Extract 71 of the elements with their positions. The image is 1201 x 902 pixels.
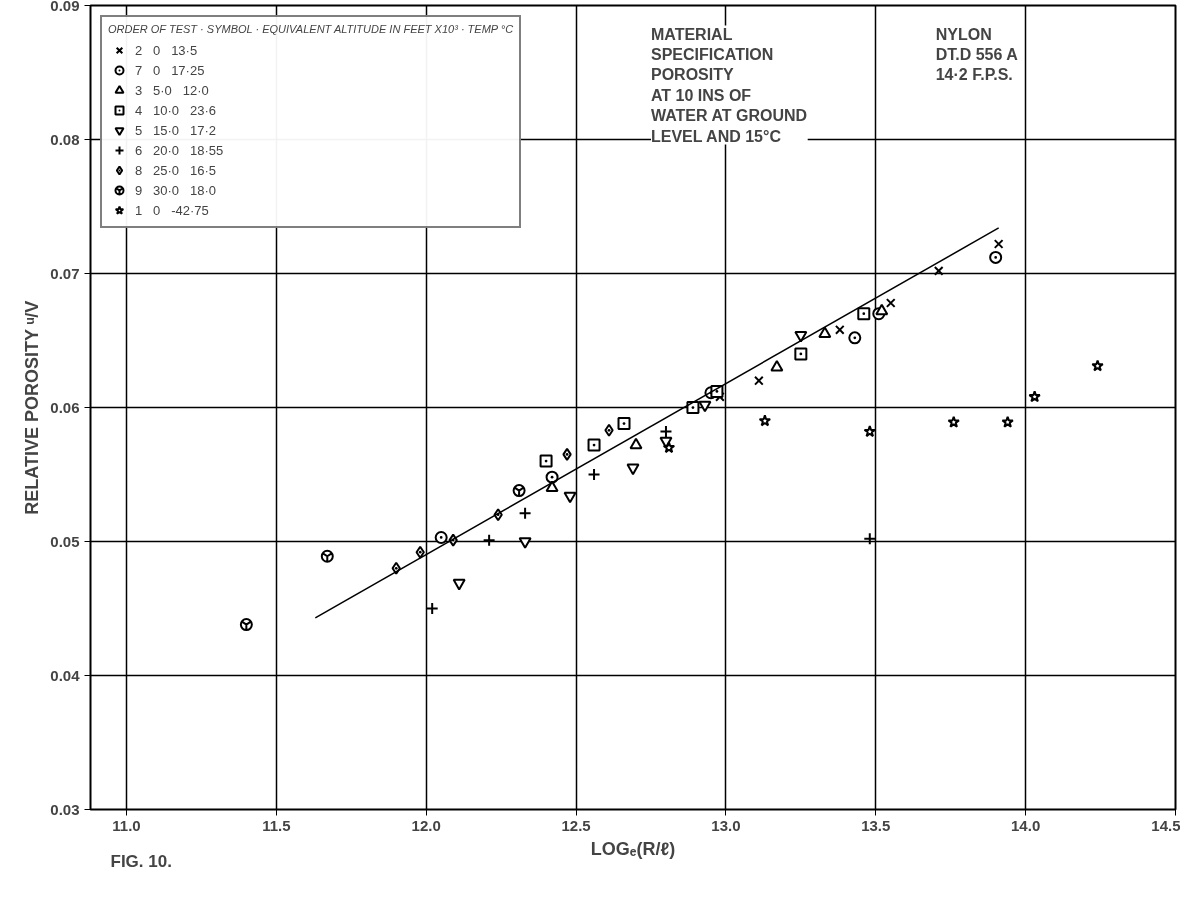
point <box>686 401 700 414</box>
annotation: MATERIAL SPECIFICATION POROSITY AT 10 INS OF WATER AT GROUND LEVEL AND 15°C <box>650 25 808 145</box>
point <box>617 417 631 431</box>
point <box>587 438 601 452</box>
point <box>933 265 944 276</box>
point <box>545 480 559 493</box>
point <box>1091 359 1104 372</box>
legend-label: 4 10·0 23·6 <box>135 102 216 118</box>
point <box>434 530 448 544</box>
point <box>604 423 614 437</box>
point <box>415 545 425 559</box>
x-tick-label: 13.5 <box>861 816 891 834</box>
point <box>947 415 960 428</box>
x-tick-label: 12.0 <box>411 816 441 834</box>
x-tick-label: 12.5 <box>561 816 591 834</box>
point <box>1028 390 1041 403</box>
x-tick-label: 11.0 <box>112 816 141 834</box>
point <box>452 578 466 591</box>
legend-title: ORDER OF TEST · SYMBOL · EQUIVALENT ALTITUDE IN FEET X10³ · TEMP °C <box>108 23 514 35</box>
point <box>857 307 871 321</box>
x-tick-label: 11.5 <box>262 816 291 834</box>
point <box>518 537 532 549</box>
y-axis-title: RELATIVE POROSITY ᵘ/V <box>22 300 43 515</box>
point <box>770 359 784 372</box>
legend-label: 2 0 13·5 <box>135 42 198 58</box>
point <box>753 375 764 386</box>
point <box>794 347 808 361</box>
point <box>834 324 845 335</box>
point <box>698 400 712 413</box>
y-tick-label: 0.03 <box>50 800 80 818</box>
point <box>562 447 572 461</box>
point <box>875 303 889 316</box>
y-tick-label: 0.09 <box>50 0 80 14</box>
point <box>539 454 553 468</box>
point <box>662 441 676 454</box>
y-tick-label: 0.06 <box>50 398 80 416</box>
point <box>587 468 601 481</box>
y-tick-label: 0.05 <box>50 532 80 550</box>
legend-label: 9 30·0 18·0 <box>135 182 216 198</box>
point <box>848 331 862 345</box>
point <box>659 425 673 439</box>
point <box>758 414 772 427</box>
point <box>818 326 832 338</box>
point <box>1001 415 1014 428</box>
x-tick-label: 13.0 <box>711 816 741 834</box>
point <box>518 506 532 520</box>
x-axis-title: LOGₑ(R/ℓ) <box>590 838 676 859</box>
x-tick-label: 14.0 <box>1011 816 1041 834</box>
point <box>425 602 439 615</box>
point <box>989 250 1003 264</box>
point <box>482 533 496 547</box>
point <box>885 298 896 308</box>
caption: FIG. 10. <box>110 851 172 871</box>
point <box>863 532 877 546</box>
y-tick-label: 0.08 <box>50 130 80 148</box>
point <box>993 239 1004 249</box>
legend-label: 5 15·0 17·2 <box>135 122 216 138</box>
point <box>626 463 640 476</box>
y-tick-label: 0.04 <box>50 666 81 684</box>
point <box>863 425 877 438</box>
legend-label: 6 20·0 18·55 <box>135 142 224 158</box>
point <box>794 330 808 343</box>
point <box>629 437 643 450</box>
legend-label: 3 5·0 12·0 <box>135 82 209 98</box>
legend-label: 8 25·0 16·5 <box>135 162 216 178</box>
legend-label: 7 0 17·25 <box>135 62 205 78</box>
x-tick-label: 14.5 <box>1151 816 1181 834</box>
point <box>563 491 577 504</box>
annotation: NYLON DT.D 556 A 14·2 F.P.S. <box>935 25 1019 84</box>
legend-label: 1 0 -42·75 <box>135 202 209 218</box>
y-tick-label: 0.07 <box>50 264 80 282</box>
